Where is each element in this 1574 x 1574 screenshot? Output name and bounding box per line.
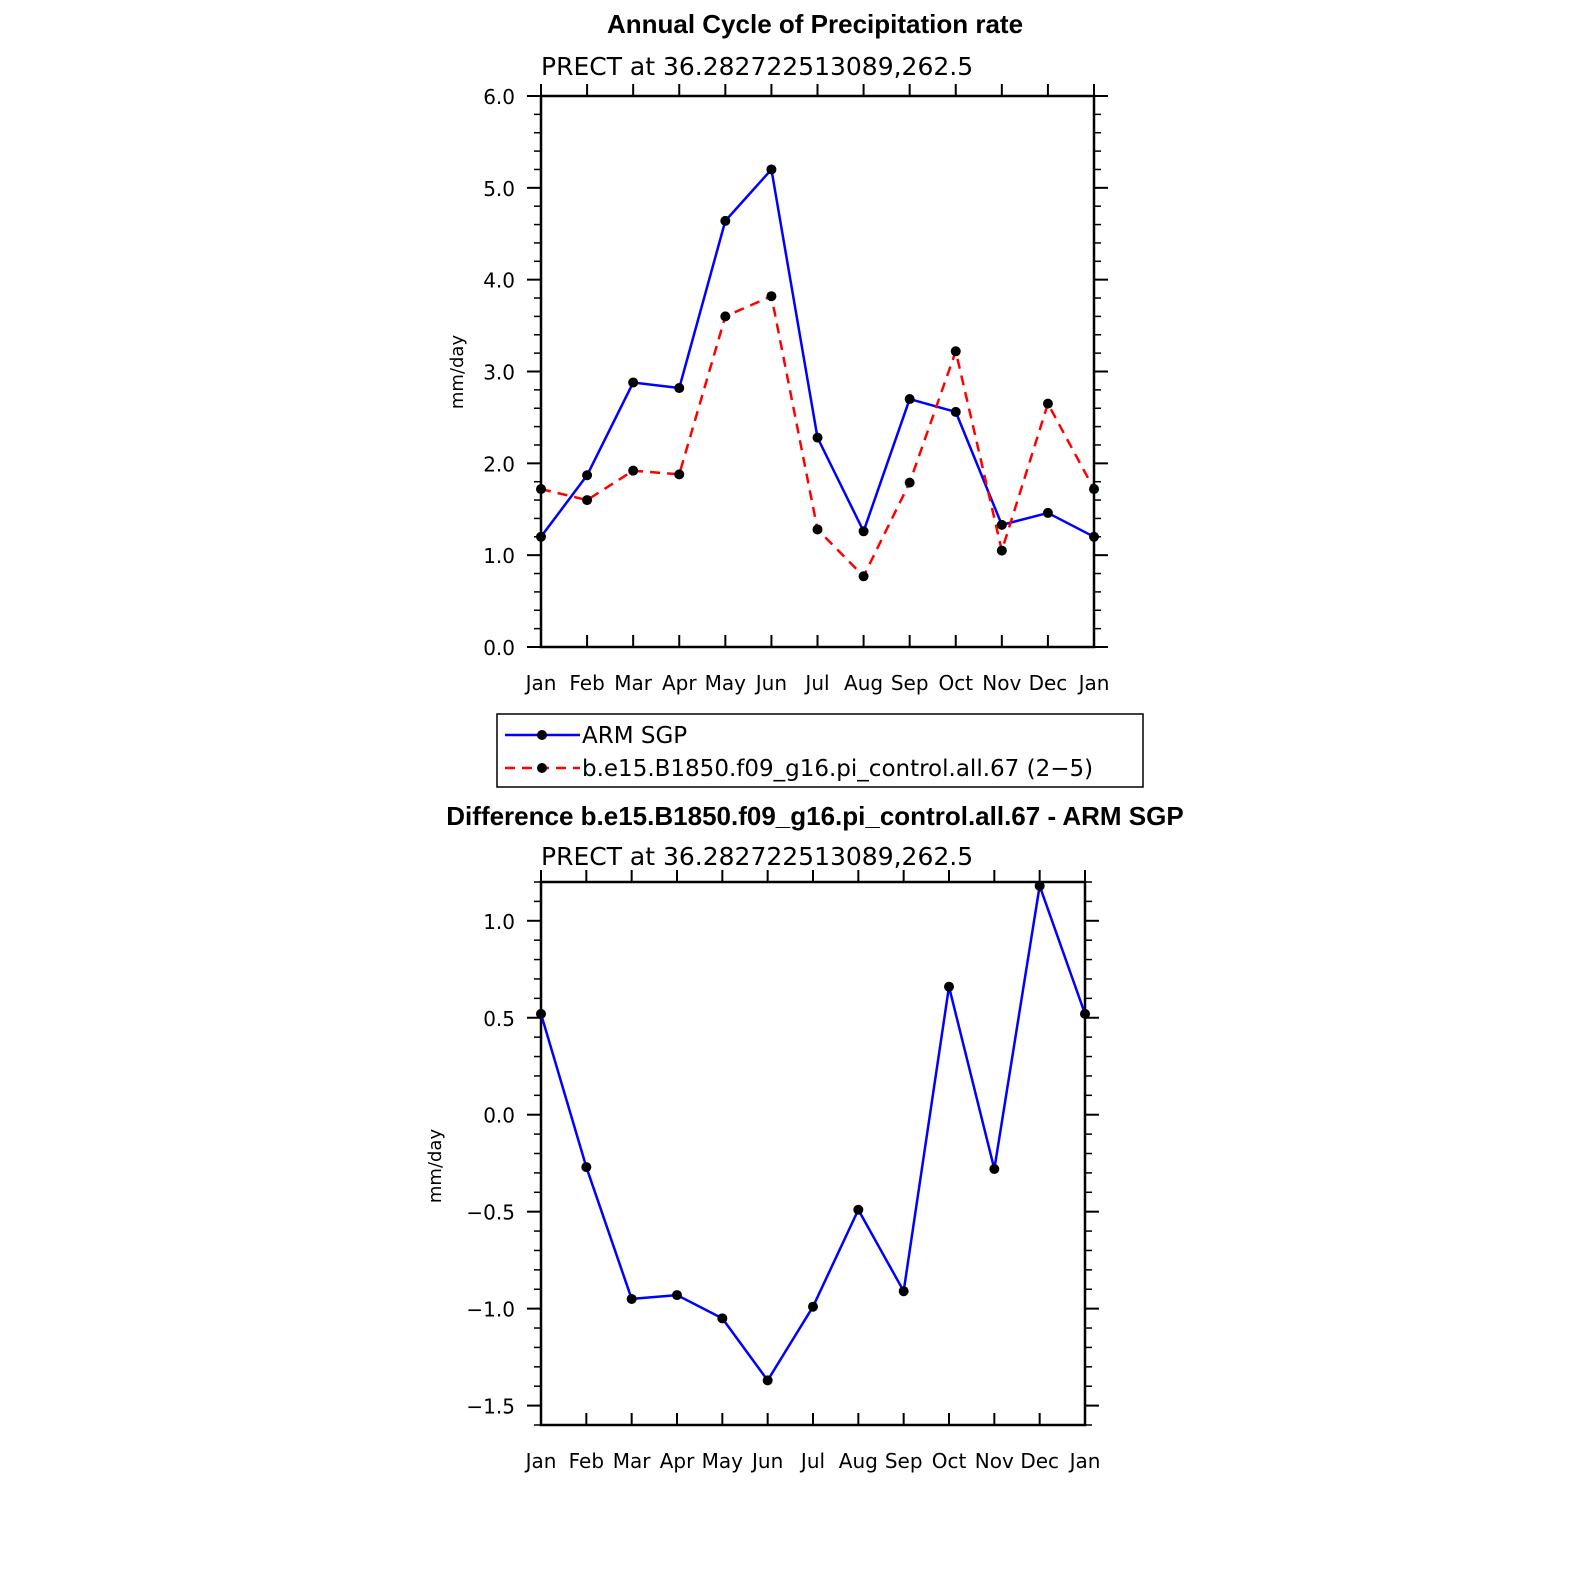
chart1-series1-point: [582, 495, 593, 506]
chart2-frame: [539, 880, 1087, 1427]
chart2-ytick-label: −0.5: [466, 1201, 515, 1225]
chart1-ytick-label: 0.0: [483, 636, 515, 660]
chart1-title: Annual Cycle of Precipitation rate: [607, 9, 1023, 39]
chart2-title: Difference b.e15.B1850.f09_g16.pi_contro…: [446, 801, 1183, 831]
chart2-series0-point: [853, 1204, 864, 1215]
chart1-series1-point: [674, 469, 685, 480]
legend-box: [496, 713, 1144, 788]
chart1-frame: [539, 94, 1096, 649]
chart2-xtick-label: Nov: [975, 1449, 1014, 1473]
chart2-ylabel: mm/day: [425, 1129, 446, 1204]
chart1-xtick-label: Jan: [1077, 671, 1110, 695]
chart1-xtick-label: May: [705, 671, 747, 695]
chart1-ytick-label: 2.0: [483, 452, 515, 476]
chart2-series0-point: [898, 1286, 909, 1297]
chart1-series1-point: [628, 465, 639, 476]
chart2-series0-point: [626, 1293, 637, 1304]
chart1-ytick-label: 5.0: [483, 177, 515, 201]
chart1-series0-point: [628, 377, 639, 388]
legend-marker-model: [537, 763, 547, 773]
chart1-xtick-label: Apr: [662, 671, 697, 695]
chart1-series1-point: [1089, 484, 1099, 495]
chart2-xtick-label: Jan: [524, 1449, 557, 1473]
chart1-xtick-label: Sep: [891, 671, 929, 695]
chart2-series0-point: [762, 1375, 773, 1386]
chart1-ytick-label: 6.0: [483, 85, 515, 109]
chart2-xtick-label: Jul: [799, 1449, 825, 1473]
chart2-xtick-label: Feb: [569, 1449, 604, 1473]
chart1-series1-point: [858, 571, 869, 582]
chart1-series0-point: [858, 526, 869, 537]
chart1-series1-point: [536, 484, 546, 495]
chart2-series0-point: [672, 1290, 682, 1301]
chart2-xtick-label: Sep: [885, 1449, 923, 1473]
chart1-series0-point: [950, 406, 961, 417]
chart2-series0-point: [808, 1301, 818, 1312]
chart1-series1-point: [904, 477, 915, 488]
chart2-series0-point: [717, 1313, 728, 1324]
chart2-subtitle: PRECT at 36.282722513089,262.5: [541, 842, 973, 871]
chart1-series0-point: [766, 164, 777, 175]
chart1-ytick-label: 1.0: [483, 544, 515, 568]
chart1-xtick-label: Jul: [803, 671, 829, 695]
chart1-xtick-label: Mar: [614, 671, 653, 695]
chart1-series0-point: [720, 215, 731, 226]
chart2-xtick-label: Dec: [1020, 1449, 1059, 1473]
chart2-xtick-label: Mar: [613, 1449, 652, 1473]
chart1-ytick-label: 4.0: [483, 269, 515, 293]
chart1-xtick-label: Feb: [569, 671, 604, 695]
chart2-ytick-label: 0.5: [483, 1007, 515, 1031]
legend-label-model: b.e15.B1850.f09_g16.pi_control.all.67 (2…: [582, 756, 1093, 782]
chart2-series0-point: [1034, 880, 1045, 891]
chart1-subtitle: PRECT at 36.282722513089,262.5: [541, 52, 973, 81]
chart1-series1-point: [996, 545, 1007, 556]
chart1-ylabel: mm/day: [447, 335, 468, 410]
chart1-ytick-label: 3.0: [483, 361, 515, 385]
chart2-xtick-label: Apr: [660, 1449, 695, 1473]
chart1-series-line-0: [539, 168, 1095, 538]
chart1-series1-point: [950, 346, 961, 357]
chart1-xtick-label: Jan: [524, 671, 557, 695]
chart2-series0-point: [536, 1008, 546, 1019]
chart2-xtick-label: Oct: [932, 1449, 967, 1473]
chart1-series0-point: [1042, 507, 1053, 518]
chart1-series1-point: [720, 311, 731, 322]
chart2-xtick-label: Jan: [1068, 1449, 1101, 1473]
chart1-series0-point: [536, 531, 546, 542]
legend-marker-arm-sgp: [537, 730, 547, 740]
chart2-xtick-label: Jun: [750, 1449, 783, 1473]
chart1-xtick-label: Dec: [1029, 671, 1068, 695]
chart1-series0-point: [904, 394, 915, 405]
chart2-ytick-label: −1.5: [466, 1395, 515, 1419]
chart2-series0-point: [1080, 1008, 1090, 1019]
chart2-plot: Jan Feb Mar Apr May Jun Jul Aug Sep Oct Nov Dec Jan 1…: [466, 870, 1100, 1473]
legend-label-arm-sgp: ARM SGP: [582, 723, 687, 749]
chart1-xtick-label: Jun: [754, 671, 787, 695]
chart2-ytick-label: −1.0: [466, 1298, 515, 1322]
chart1-plot: Jan Feb Mar Apr May Jun Jul Aug Sep Oct Nov Dec Jan 0…: [483, 84, 1109, 695]
chart1-series0-point: [812, 432, 823, 443]
chart1-series0-point: [1089, 531, 1099, 542]
chart2-series0-point: [989, 1164, 1000, 1175]
chart1-series0-point: [996, 519, 1007, 530]
chart2-ytick-label: 0.0: [483, 1104, 515, 1128]
chart1-xtick-label: Oct: [938, 671, 973, 695]
chart1-series1-point: [812, 524, 823, 535]
chart2-xtick-label: Aug: [839, 1449, 878, 1473]
chart1-series0-point: [582, 470, 593, 481]
chart1-series1-point: [766, 291, 777, 302]
chart1-series0-point: [674, 383, 685, 394]
chart1-xtick-label: Aug: [844, 671, 883, 695]
chart2-ytick-label: 1.0: [483, 910, 515, 934]
legend: ARM SGP b.e15.B1850.f09_g16.pi_control.a…: [496, 713, 1144, 788]
chart2-xtick-label: May: [702, 1449, 744, 1473]
chart1-xtick-label: Nov: [982, 671, 1021, 695]
chart2-series0-point: [944, 981, 954, 992]
chart1-series1-point: [1042, 398, 1053, 409]
chart2-series0-point: [581, 1162, 592, 1173]
